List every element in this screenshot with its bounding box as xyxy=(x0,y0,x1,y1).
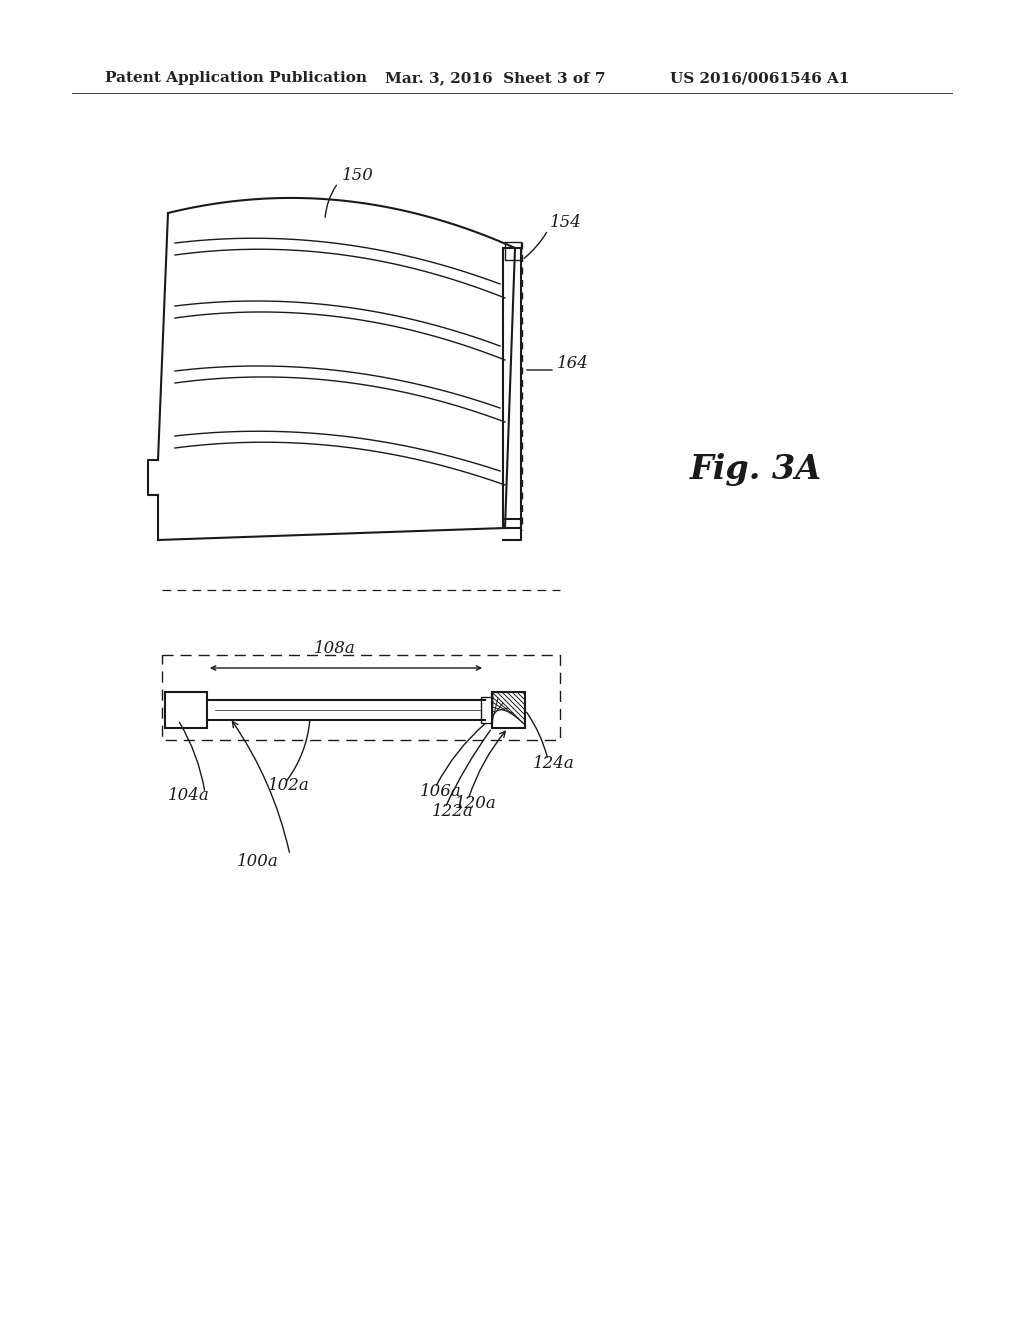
Text: 100a: 100a xyxy=(237,853,279,870)
Text: 102a: 102a xyxy=(268,777,309,795)
Text: Patent Application Publication: Patent Application Publication xyxy=(105,71,367,84)
Text: 104a: 104a xyxy=(168,787,210,804)
Text: 154: 154 xyxy=(550,214,582,231)
Text: Fig. 3A: Fig. 3A xyxy=(690,454,822,487)
Text: 164: 164 xyxy=(557,355,589,372)
Text: 106a: 106a xyxy=(420,783,462,800)
Text: 120a: 120a xyxy=(455,795,497,812)
Text: 122a: 122a xyxy=(432,803,474,820)
Text: 150: 150 xyxy=(342,168,374,183)
Text: 108a: 108a xyxy=(314,640,356,657)
Text: 124a: 124a xyxy=(534,755,574,772)
Text: US 2016/0061546 A1: US 2016/0061546 A1 xyxy=(670,71,850,84)
Text: Mar. 3, 2016  Sheet 3 of 7: Mar. 3, 2016 Sheet 3 of 7 xyxy=(385,71,605,84)
